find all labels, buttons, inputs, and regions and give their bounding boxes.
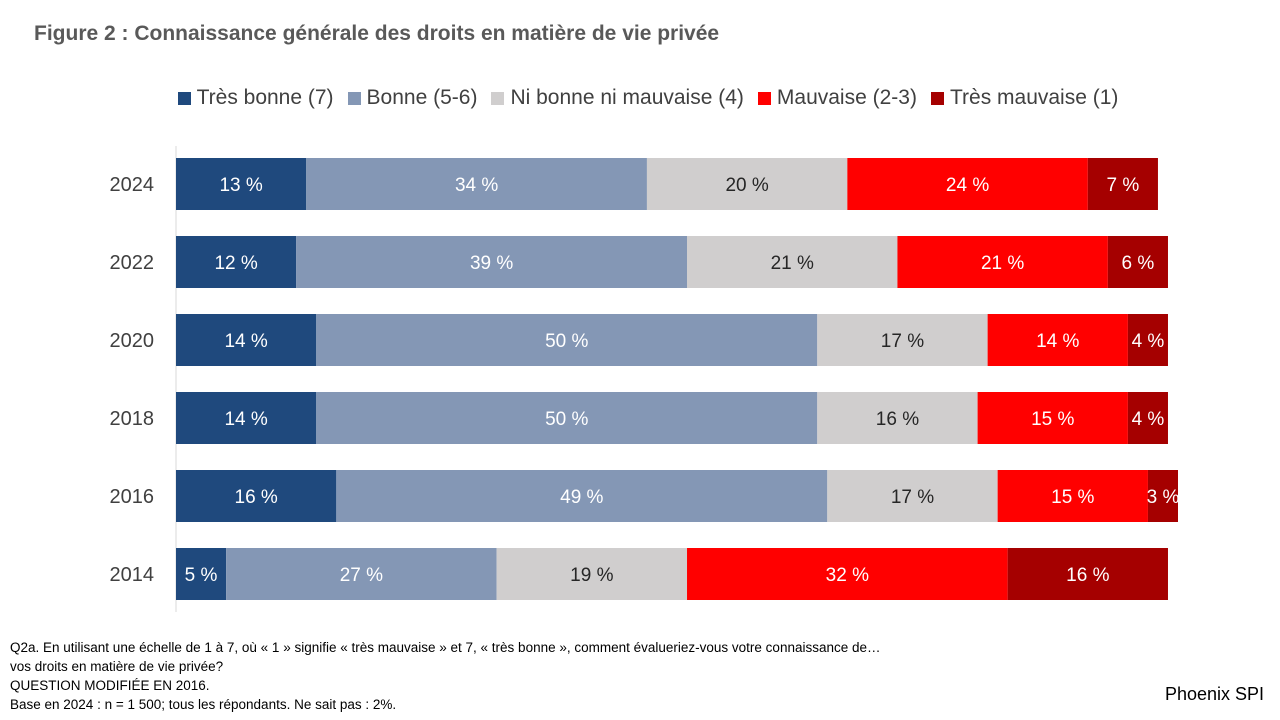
legend-label: Ni bonne ni mauvaise (4) bbox=[510, 86, 744, 109]
data-label: 19 % bbox=[570, 565, 613, 586]
data-label: 50 % bbox=[545, 409, 588, 430]
data-label: 14 % bbox=[1036, 331, 1079, 352]
bar-segment bbox=[176, 314, 317, 366]
bar-segment bbox=[316, 314, 818, 366]
data-label: 27 % bbox=[340, 565, 383, 586]
bar-segment bbox=[1107, 236, 1168, 288]
bar-segment bbox=[226, 548, 497, 600]
bar-segment bbox=[977, 392, 1128, 444]
data-label: 7 % bbox=[1107, 175, 1140, 196]
bar-segment bbox=[987, 314, 1128, 366]
data-label: 4 % bbox=[1132, 331, 1165, 352]
bar-segment bbox=[176, 236, 297, 288]
legend: Très bonne (7) Bonne (5-6) Ni bonne ni m… bbox=[0, 86, 1280, 110]
category-label: 2016 bbox=[110, 486, 155, 508]
data-label: 15 % bbox=[1051, 487, 1094, 508]
bar-segment bbox=[1007, 548, 1168, 600]
data-label: 49 % bbox=[560, 487, 603, 508]
bar-segment bbox=[336, 470, 828, 522]
legend-swatch bbox=[177, 91, 191, 105]
footnote-base: Base en 2024 : n = 1 500; tous les répon… bbox=[10, 697, 397, 712]
legend-label: Très bonne (7) bbox=[196, 86, 334, 109]
bar-segment bbox=[997, 470, 1148, 522]
legend-item-ni-bonne-ni-mauvaise: Ni bonne ni mauvaise (4) bbox=[491, 86, 744, 110]
bar-segment bbox=[296, 236, 688, 288]
legend-swatch bbox=[930, 91, 944, 105]
data-label: 50 % bbox=[545, 331, 588, 352]
category-label: 2014 bbox=[110, 564, 155, 586]
category-label: 2024 bbox=[110, 174, 155, 196]
category-label: 2022 bbox=[110, 252, 155, 274]
data-label: 17 % bbox=[881, 331, 924, 352]
bar-segment bbox=[817, 392, 978, 444]
bar-segment bbox=[176, 548, 227, 600]
legend-label: Très mauvaise (1) bbox=[949, 86, 1119, 109]
data-label: 6 % bbox=[1122, 253, 1155, 274]
data-label: 24 % bbox=[946, 175, 989, 196]
data-label: 3 % bbox=[1147, 487, 1180, 508]
bar-segment bbox=[847, 158, 1088, 210]
bar-segment bbox=[176, 392, 317, 444]
legend-swatch bbox=[347, 91, 361, 105]
data-label: 15 % bbox=[1031, 409, 1074, 430]
chart-title: Figure 2 : Connaissance générale des dro… bbox=[34, 22, 720, 45]
bar-segment bbox=[646, 158, 848, 210]
stacked-bar-chart: 2024 13 % 34 % 20 % 24 % 7 % 2022 12 % 39 % 21 % 2… bbox=[110, 146, 1180, 612]
legend-label: Mauvaise (2-3) bbox=[776, 86, 917, 109]
data-label: 12 % bbox=[214, 253, 257, 274]
bar-segment bbox=[176, 158, 307, 210]
bar-segment bbox=[496, 548, 688, 600]
bar-segment bbox=[1127, 314, 1168, 366]
bar-segment bbox=[1127, 392, 1168, 444]
category-label: 2018 bbox=[110, 408, 155, 430]
footnotes: Q2a. En utilisant une échelle de 1 à 7, … bbox=[10, 638, 881, 714]
brand-name: Phoenix SPI bbox=[1164, 684, 1264, 704]
data-label: 39 % bbox=[470, 253, 513, 274]
legend-item-bonne: Bonne (5-6) bbox=[347, 86, 478, 110]
legend-swatch bbox=[757, 91, 771, 105]
data-label: 4 % bbox=[1132, 409, 1165, 430]
bar-segment bbox=[1087, 158, 1158, 210]
bar-segment bbox=[176, 470, 337, 522]
data-label: 16 % bbox=[876, 409, 919, 430]
legend-swatch bbox=[491, 91, 505, 105]
bar-segment bbox=[817, 314, 988, 366]
legend-item-tres-mauvaise: Très mauvaise (1) bbox=[930, 86, 1119, 110]
data-label: 34 % bbox=[455, 175, 498, 196]
bar-segment bbox=[316, 392, 818, 444]
data-label: 21 % bbox=[981, 253, 1024, 274]
data-label: 16 % bbox=[235, 487, 278, 508]
bar-segment bbox=[306, 158, 647, 210]
footnote-question: Q2a. En utilisant une échelle de 1 à 7, … bbox=[10, 640, 881, 655]
data-label: 17 % bbox=[891, 487, 934, 508]
data-label: 14 % bbox=[224, 409, 267, 430]
data-label: 20 % bbox=[725, 175, 768, 196]
bar-segment bbox=[687, 236, 898, 288]
legend-item-mauvaise: Mauvaise (2-3) bbox=[757, 86, 917, 110]
bar-segment bbox=[897, 236, 1108, 288]
footnote-modified: QUESTION MODIFIÉE EN 2016. bbox=[10, 678, 210, 693]
data-label: 21 % bbox=[771, 253, 814, 274]
legend-label: Bonne (5-6) bbox=[366, 86, 478, 109]
category-label: 2020 bbox=[110, 330, 155, 352]
data-label: 16 % bbox=[1066, 565, 1109, 586]
footnote-question-cont: vos droits en matière de vie privée? bbox=[10, 659, 224, 674]
data-label: 13 % bbox=[219, 175, 262, 196]
bar-segment bbox=[1147, 470, 1178, 522]
legend-item-tres-bonne: Très bonne (7) bbox=[177, 86, 334, 110]
bar-segment bbox=[687, 548, 1008, 600]
data-label: 32 % bbox=[826, 565, 869, 586]
data-label: 5 % bbox=[185, 565, 218, 586]
bar-segment bbox=[827, 470, 998, 522]
data-label: 14 % bbox=[224, 331, 267, 352]
